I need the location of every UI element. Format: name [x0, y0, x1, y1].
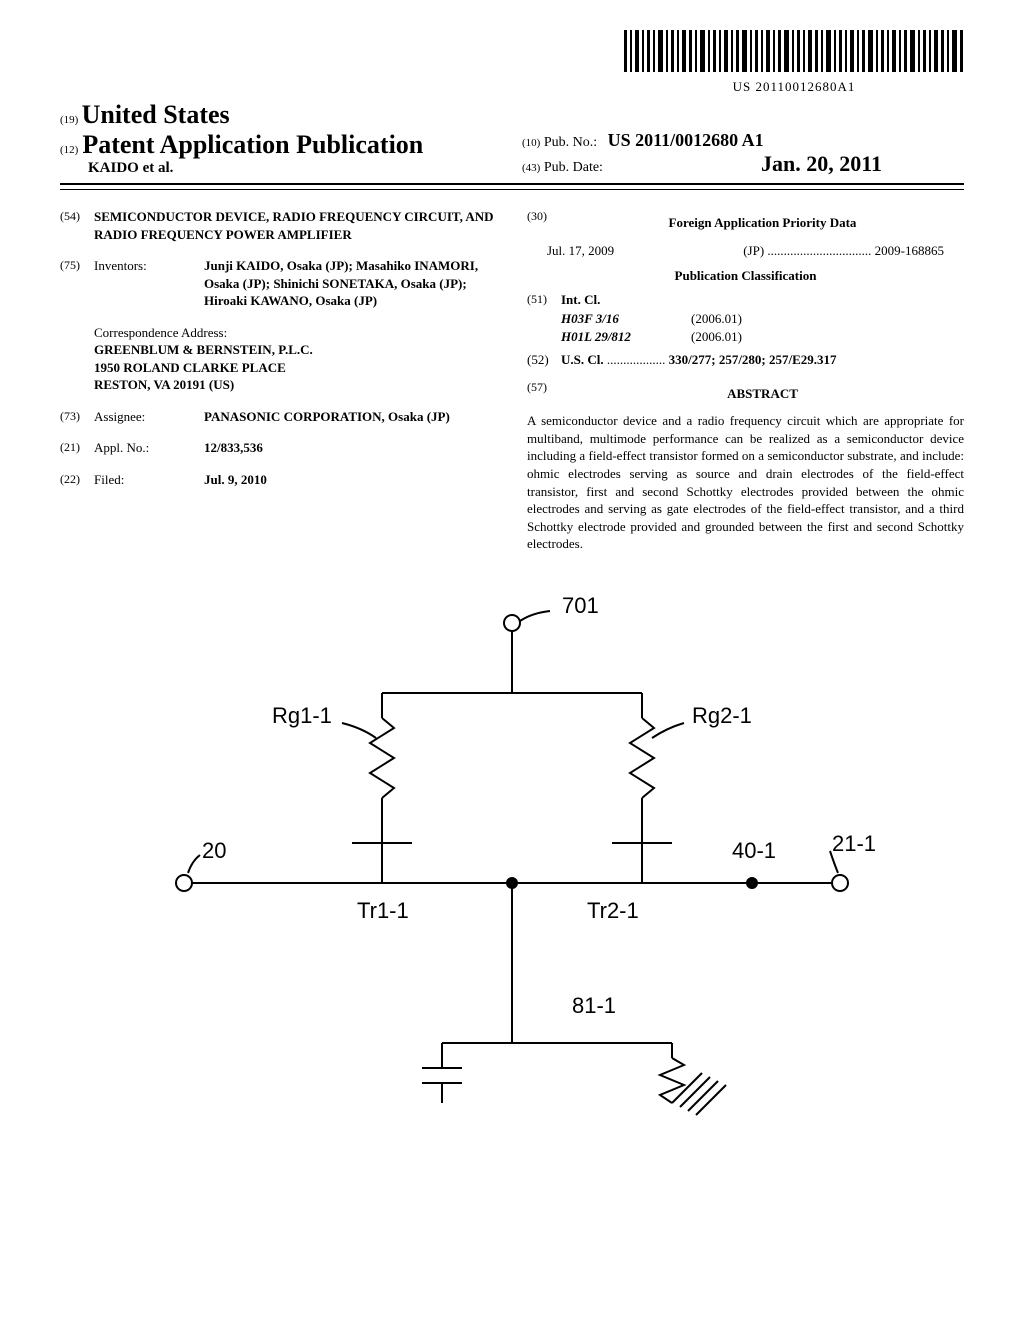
- pubdate-label: Pub. Date:: [544, 160, 603, 175]
- applno-label: Appl. No.:: [94, 439, 204, 457]
- label-20: 20: [202, 838, 226, 863]
- filed-code: (22): [60, 471, 94, 489]
- label-tr1: Tr1-1: [357, 898, 409, 923]
- abstract-code: (57): [527, 379, 561, 409]
- abstract-text: A semiconductor device and a radio frequ…: [527, 412, 964, 552]
- country-code: (19): [60, 114, 78, 126]
- uscl-label: U.S. Cl.: [561, 352, 604, 367]
- publication-date: Jan. 20, 2011: [761, 151, 882, 177]
- corr-label: Correspondence Address:: [94, 324, 497, 342]
- barcode-region: US 20110012680A1: [60, 30, 964, 96]
- intcl-code: (51): [527, 291, 561, 309]
- pubno-label: Pub. No.:: [544, 135, 597, 150]
- header-rule: [60, 189, 964, 190]
- assignee-label: Assignee:: [94, 408, 204, 426]
- barcode: US 20110012680A1: [624, 30, 964, 95]
- inventors-code: (75): [60, 257, 94, 310]
- foreign-head: Foreign Application Priority Data: [561, 214, 964, 232]
- application-number: 12/833,536: [204, 440, 263, 455]
- barcode-number: US 20110012680A1: [624, 79, 964, 95]
- corr-line-3: RESTON, VA 20191 (US): [94, 377, 234, 392]
- assignee-code: (73): [60, 408, 94, 426]
- circuit-diagram: 701 Rg1-1 Rg2-1 Tr1-1: [132, 583, 892, 1143]
- abstract-head: ABSTRACT: [561, 385, 964, 403]
- uscl-code: (52): [527, 351, 561, 369]
- title-code: (54): [60, 208, 94, 243]
- filed-date: Jul. 9, 2010: [204, 472, 267, 487]
- invention-title: SEMICONDUCTOR DEVICE, RADIO FREQUENCY CI…: [94, 208, 497, 243]
- foreign-country: (JP): [743, 243, 764, 258]
- header: (19) United States (12) Patent Applicati…: [60, 100, 964, 185]
- header-authors: KAIDO et al.: [60, 160, 502, 177]
- publication-number: US 2011/0012680 A1: [608, 130, 764, 150]
- foreign-number: 2009-168865: [875, 243, 944, 258]
- left-column: (54) SEMICONDUCTOR DEVICE, RADIO FREQUEN…: [60, 208, 497, 553]
- label-rg1: Rg1-1: [272, 703, 332, 728]
- pubdate-code: (43): [522, 162, 540, 174]
- foreign-code: (30): [527, 208, 561, 238]
- foreign-date: Jul. 17, 2009: [547, 242, 614, 260]
- pubno-code: (10): [522, 137, 540, 149]
- inventors-text: Junji KAIDO, Osaka (JP); Masahiko INAMOR…: [204, 258, 478, 308]
- uscl-dots: ..................: [607, 352, 666, 367]
- inventors-label: Inventors:: [94, 257, 204, 310]
- label-81: 81-1: [572, 993, 616, 1018]
- intcl-label: Int. Cl.: [561, 292, 600, 307]
- intcl-1-ver: (2006.01): [691, 328, 742, 346]
- foreign-dots: ................................: [767, 243, 871, 258]
- foreign-priority-row: Jul. 17, 2009 (JP) .....................…: [547, 242, 944, 260]
- right-column: (30) Foreign Application Priority Data J…: [527, 208, 964, 553]
- assignee: PANASONIC CORPORATION, Osaka (JP): [204, 408, 497, 426]
- label-rg2: Rg2-1: [692, 703, 752, 728]
- label-tr2: Tr2-1: [587, 898, 639, 923]
- correspondence-address: Correspondence Address: GREENBLUM & BERN…: [94, 324, 497, 394]
- pubclass-head: Publication Classification: [527, 267, 964, 285]
- assignee-text: PANASONIC CORPORATION, Osaka (JP): [204, 409, 450, 424]
- label-40: 40-1: [732, 838, 776, 863]
- corr-line-2: 1950 ROLAND CLARKE PLACE: [94, 360, 286, 375]
- applno-code: (21): [60, 439, 94, 457]
- uscl-value: 330/277; 257/280; 257/E29.317: [669, 352, 837, 367]
- intcl-0-cls: H03F 3/16: [561, 310, 691, 328]
- country: United States: [82, 100, 230, 129]
- label-21: 21-1: [832, 831, 876, 856]
- intcl-0-ver: (2006.01): [691, 310, 742, 328]
- pubtype-code: (12): [60, 144, 78, 156]
- figure: 701 Rg1-1 Rg2-1 Tr1-1: [60, 583, 964, 1148]
- corr-line-1: GREENBLUM & BERNSTEIN, P.L.C.: [94, 342, 313, 357]
- publication-type: Patent Application Publication: [82, 130, 423, 159]
- label-701: 701: [562, 593, 599, 618]
- filed-label: Filed:: [94, 471, 204, 489]
- intcl-1-cls: H01L 29/812: [561, 328, 691, 346]
- inventors: Junji KAIDO, Osaka (JP); Masahiko INAMOR…: [204, 257, 497, 310]
